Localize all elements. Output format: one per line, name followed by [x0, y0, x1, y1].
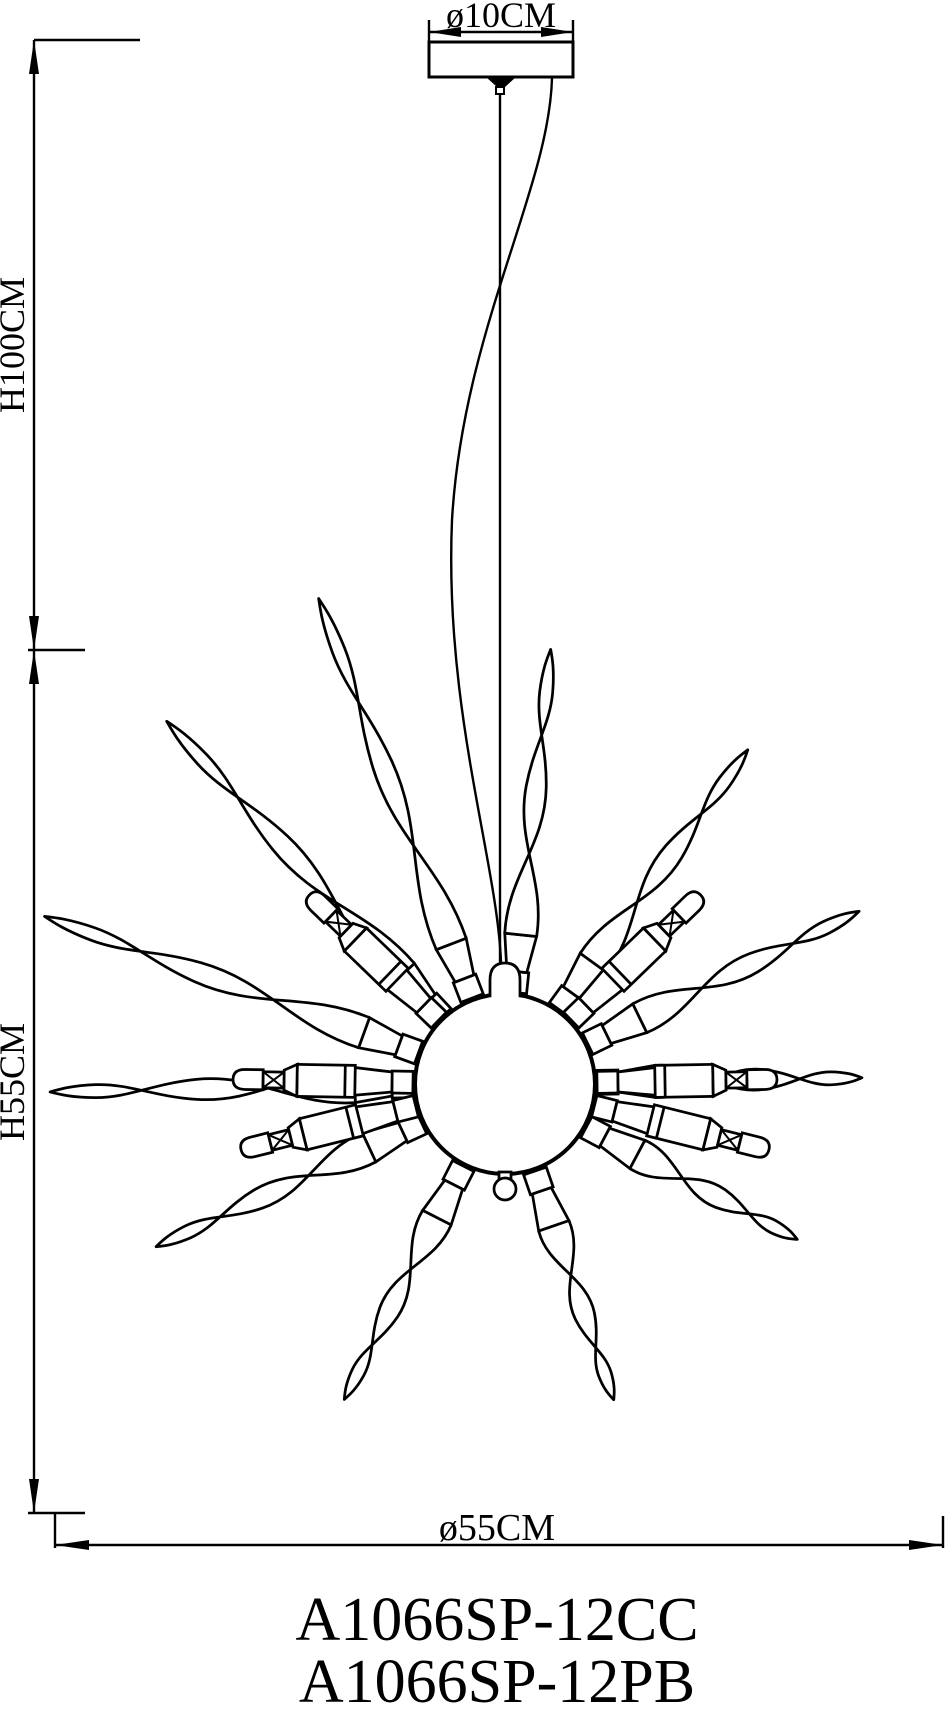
bulb-socket-assembly — [239, 1093, 421, 1159]
twisted-blade — [43, 915, 371, 1050]
bulb-tip — [670, 890, 706, 926]
arrowhead — [29, 1479, 39, 1513]
bulb-socket-assembly — [595, 1062, 779, 1099]
model-number-line1: A1066SP-12CC — [295, 1586, 698, 1654]
glass-blade — [342, 1158, 476, 1401]
socket-arm — [616, 1065, 659, 1097]
ball-finial — [492, 1176, 518, 1202]
hanging-loop — [488, 961, 522, 997]
hub-fittings — [488, 961, 522, 1202]
twisted-blade — [503, 648, 555, 938]
socket-rim — [607, 960, 633, 986]
arrowhead — [541, 27, 573, 37]
twisted-blade — [165, 719, 416, 987]
bulb-tip — [745, 1068, 779, 1092]
socket-rim — [655, 1106, 666, 1139]
arrowhead — [909, 1540, 943, 1550]
arrowhead — [29, 650, 39, 684]
bulb-neck-cross — [267, 1129, 293, 1151]
model-number-line2: A1066SP-12PB — [299, 1648, 695, 1712]
socket-cup — [641, 921, 673, 954]
twisted-blade — [154, 1131, 378, 1249]
arrowhead — [429, 27, 461, 37]
canopy-nipple — [495, 86, 505, 95]
dim-canopy-diameter — [427, 20, 575, 44]
bulb-neck-cross — [725, 1070, 748, 1089]
twisted-blade — [578, 748, 750, 974]
twisted-blade — [631, 909, 861, 1035]
twisted-blade — [342, 1209, 453, 1401]
socket-cup — [337, 921, 369, 954]
arrowhead — [29, 616, 39, 650]
center-ring — [413, 992, 597, 1176]
suspension-cables — [450, 77, 554, 964]
bulb-tip — [735, 1131, 771, 1159]
bulb-neck-cross — [717, 1129, 743, 1151]
arrowhead — [29, 40, 39, 74]
canopy-cone — [486, 77, 516, 87]
bulb-socket-assembly — [561, 890, 706, 1030]
dim-label-fixture-height: H55CM — [0, 1023, 32, 1141]
bulb-tip — [239, 1131, 275, 1159]
twisted-blade — [317, 597, 468, 952]
socket-cup — [282, 1062, 299, 1099]
bulb-socket-assembly — [304, 890, 449, 1030]
dim-fixture-diameter — [53, 1514, 945, 1550]
arrowhead — [55, 1540, 89, 1550]
ceiling-canopy — [427, 40, 575, 95]
bulb-tip — [231, 1068, 265, 1092]
dim-label-canopy-diameter: ø10CM — [446, 0, 556, 35]
chandelier-body — [43, 597, 864, 1402]
socket-rim — [343, 1065, 347, 1098]
power-cord — [450, 77, 554, 963]
bulb-neck-cross — [325, 909, 352, 937]
socket-body — [645, 1103, 713, 1152]
socket-arm — [351, 1065, 394, 1097]
twisted-blade — [537, 1219, 616, 1402]
bulb-socket-assembly — [589, 1093, 771, 1159]
glass-blade — [317, 597, 486, 1005]
socket-rim — [377, 960, 403, 986]
socket-connector — [595, 1069, 620, 1095]
dim-label-overall-height: H100CM — [0, 277, 32, 413]
socket-rim — [344, 1106, 355, 1139]
socket-cup — [711, 1062, 728, 1099]
twisted-blade — [48, 1069, 357, 1105]
glass-blade — [547, 748, 750, 1019]
dim-label-fixture-diameter: ø55CM — [439, 1507, 555, 1549]
twisted-blade — [628, 1138, 799, 1241]
bulb-neck-cross — [658, 909, 685, 937]
bulb-neck-cross — [262, 1070, 285, 1089]
glass-blade — [501, 648, 555, 996]
glass-blade — [578, 1114, 799, 1241]
dim-heights — [28, 38, 140, 1515]
bulb-socket-assembly — [231, 1062, 415, 1099]
socket-rim — [663, 1065, 667, 1098]
socket-connector — [390, 1069, 415, 1095]
glass-blade — [580, 909, 861, 1057]
bulb-tip — [304, 890, 340, 926]
glass-blade — [521, 1165, 616, 1402]
